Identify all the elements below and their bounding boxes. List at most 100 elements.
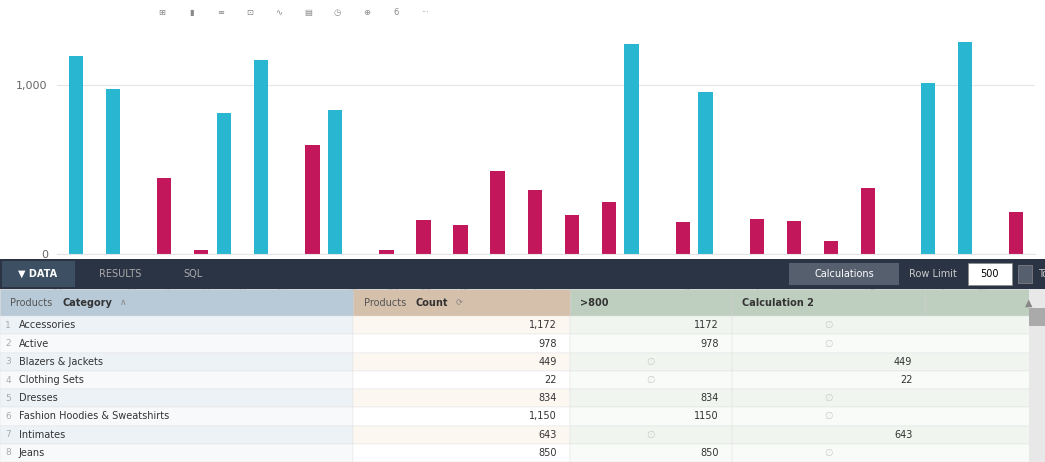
Text: ∅: ∅ (823, 448, 833, 458)
Text: Products: Products (364, 298, 409, 308)
FancyBboxPatch shape (732, 426, 1045, 444)
FancyBboxPatch shape (925, 289, 1045, 316)
FancyBboxPatch shape (353, 334, 570, 353)
Text: 643: 643 (893, 430, 912, 440)
Bar (490, 171, 505, 254)
Text: 449: 449 (538, 357, 557, 367)
Text: 1150: 1150 (694, 412, 719, 421)
Text: 850: 850 (538, 448, 557, 458)
Text: $\bf{Category}$: $\bf{Category}$ (547, 341, 611, 357)
Bar (1008, 212, 1023, 254)
Bar (749, 219, 764, 254)
Text: 643: 643 (538, 430, 557, 440)
Text: VISUALIZATION: VISUALIZATION (21, 7, 116, 18)
Text: 8: 8 (5, 449, 11, 457)
Text: 6: 6 (5, 412, 11, 421)
FancyBboxPatch shape (570, 353, 732, 371)
FancyBboxPatch shape (570, 444, 732, 462)
Bar (454, 225, 467, 254)
Text: >800: >800 (580, 298, 608, 308)
Text: Active: Active (19, 339, 49, 348)
Bar (625, 44, 638, 254)
FancyBboxPatch shape (353, 289, 570, 316)
Text: ∅: ∅ (823, 339, 833, 348)
Text: ···: ··· (421, 8, 429, 17)
Text: 6: 6 (393, 8, 399, 17)
FancyBboxPatch shape (0, 289, 353, 316)
Text: Fashion Hoodies & Sweatshirts: Fashion Hoodies & Sweatshirts (19, 412, 169, 421)
FancyBboxPatch shape (353, 371, 570, 389)
FancyBboxPatch shape (353, 389, 570, 407)
Text: Products: Products (488, 341, 547, 354)
Text: 22: 22 (900, 375, 912, 385)
Text: EDIT: EDIT (961, 7, 984, 18)
Text: ∅: ∅ (646, 430, 655, 440)
Text: Accessories: Accessories (19, 320, 76, 330)
Text: ▤: ▤ (304, 8, 312, 17)
Text: 850: 850 (700, 448, 719, 458)
FancyBboxPatch shape (570, 371, 732, 389)
Text: SQL: SQL (184, 269, 203, 279)
Text: ⊡: ⊡ (247, 8, 253, 17)
Bar (107, 89, 120, 254)
Text: 7: 7 (5, 430, 11, 439)
FancyBboxPatch shape (0, 353, 353, 371)
Text: Products: Products (10, 298, 55, 308)
FancyBboxPatch shape (732, 371, 1045, 389)
Text: ▼: ▼ (8, 7, 16, 18)
Text: Totals: Totals (1038, 269, 1045, 279)
Bar (698, 92, 713, 254)
FancyBboxPatch shape (353, 426, 570, 444)
FancyBboxPatch shape (570, 426, 732, 444)
FancyBboxPatch shape (570, 334, 732, 353)
Text: ≡: ≡ (217, 8, 224, 17)
Bar (787, 221, 800, 254)
Text: ∿: ∿ (276, 8, 282, 17)
Bar (158, 178, 171, 254)
FancyBboxPatch shape (0, 407, 353, 426)
Text: ⟳: ⟳ (456, 298, 463, 307)
Text: Count: Count (416, 298, 448, 308)
Text: ∅: ∅ (823, 412, 833, 421)
FancyBboxPatch shape (0, 371, 353, 389)
Text: 3: 3 (5, 357, 11, 366)
Text: ◷: ◷ (334, 8, 341, 17)
Text: 978: 978 (538, 339, 557, 348)
Text: Calculations: Calculations (814, 269, 875, 279)
Bar (957, 42, 972, 254)
FancyBboxPatch shape (1029, 289, 1045, 462)
Text: ▼ DATA: ▼ DATA (18, 269, 57, 279)
Bar (254, 60, 269, 254)
Text: Clothing Sets: Clothing Sets (19, 375, 84, 385)
FancyBboxPatch shape (0, 426, 353, 444)
Bar (69, 56, 84, 254)
Text: Row Limit: Row Limit (909, 269, 957, 279)
FancyBboxPatch shape (0, 316, 353, 334)
Text: 978: 978 (700, 339, 719, 348)
FancyBboxPatch shape (353, 407, 570, 426)
FancyBboxPatch shape (353, 444, 570, 462)
Text: 5: 5 (5, 394, 11, 403)
Text: Category: Category (63, 298, 113, 308)
FancyBboxPatch shape (353, 316, 570, 334)
Text: 500: 500 (980, 269, 999, 279)
FancyBboxPatch shape (732, 353, 1045, 371)
FancyBboxPatch shape (1029, 308, 1045, 327)
Bar (823, 242, 838, 254)
FancyBboxPatch shape (732, 407, 1045, 426)
Bar (602, 202, 616, 254)
FancyBboxPatch shape (968, 263, 1012, 285)
Bar (217, 113, 231, 254)
Text: Blazers & Jackets: Blazers & Jackets (19, 357, 102, 367)
Text: 1172: 1172 (694, 320, 719, 330)
Text: ▲: ▲ (1025, 298, 1032, 308)
FancyBboxPatch shape (570, 407, 732, 426)
FancyBboxPatch shape (789, 263, 899, 285)
Text: ▮: ▮ (189, 8, 193, 17)
Text: Intimates: Intimates (19, 430, 65, 440)
Bar (861, 188, 875, 254)
FancyBboxPatch shape (732, 334, 1045, 353)
FancyBboxPatch shape (0, 334, 353, 353)
FancyBboxPatch shape (732, 289, 925, 316)
FancyBboxPatch shape (0, 259, 1045, 289)
